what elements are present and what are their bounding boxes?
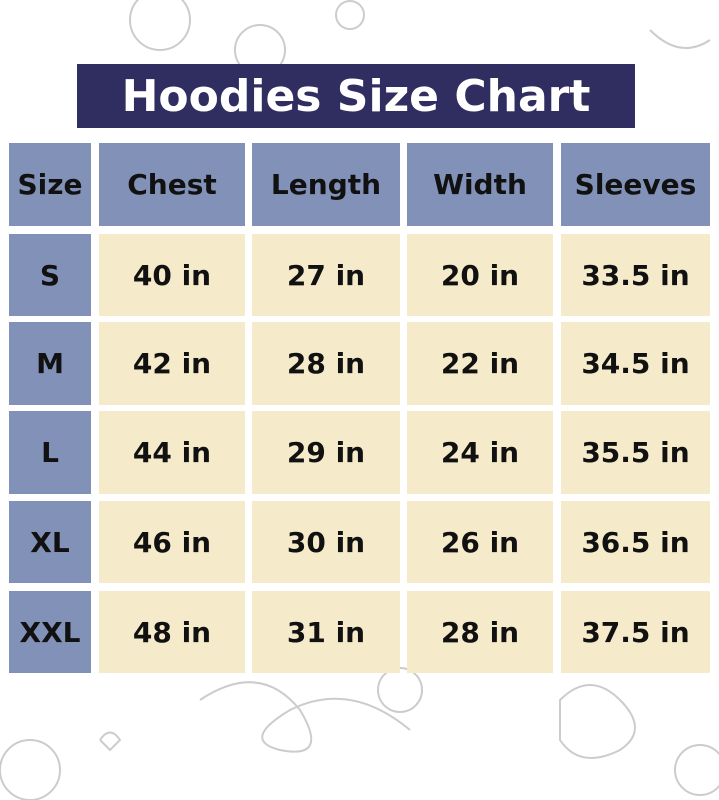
measurement-cell: 31 in: [252, 591, 400, 673]
measurement-cell: 28 in: [407, 591, 553, 673]
size-label: M: [9, 322, 91, 405]
measurement-cell: 34.5 in: [561, 322, 710, 405]
measurement-cell: 29 in: [252, 411, 400, 494]
measurement-cell: 48 in: [99, 591, 245, 673]
measurement-cell: 40 in: [99, 234, 245, 316]
measurement-cell: 24 in: [407, 411, 553, 494]
measurement-cell: 33.5 in: [561, 234, 710, 316]
size-label: L: [9, 411, 91, 494]
measurement-cell: 46 in: [99, 501, 245, 583]
measurement-cell: 36.5 in: [561, 501, 710, 583]
size-label: S: [9, 234, 91, 316]
measurement-cell: 30 in: [252, 501, 400, 583]
column-header: Sleeves: [561, 143, 710, 226]
measurement-cell: 37.5 in: [561, 591, 710, 673]
measurement-cell: 44 in: [99, 411, 245, 494]
column-header: Chest: [99, 143, 245, 226]
page-title: Hoodies Size Chart: [77, 64, 635, 128]
measurement-cell: 26 in: [407, 501, 553, 583]
column-header: Size: [9, 143, 91, 226]
measurement-cell: 42 in: [99, 322, 245, 405]
size-label: XL: [9, 501, 91, 583]
measurement-cell: 27 in: [252, 234, 400, 316]
column-header: Length: [252, 143, 400, 226]
measurement-cell: 28 in: [252, 322, 400, 405]
measurement-cell: 22 in: [407, 322, 553, 405]
measurement-cell: 20 in: [407, 234, 553, 316]
column-header: Width: [407, 143, 553, 226]
size-label: XXL: [9, 591, 91, 673]
measurement-cell: 35.5 in: [561, 411, 710, 494]
